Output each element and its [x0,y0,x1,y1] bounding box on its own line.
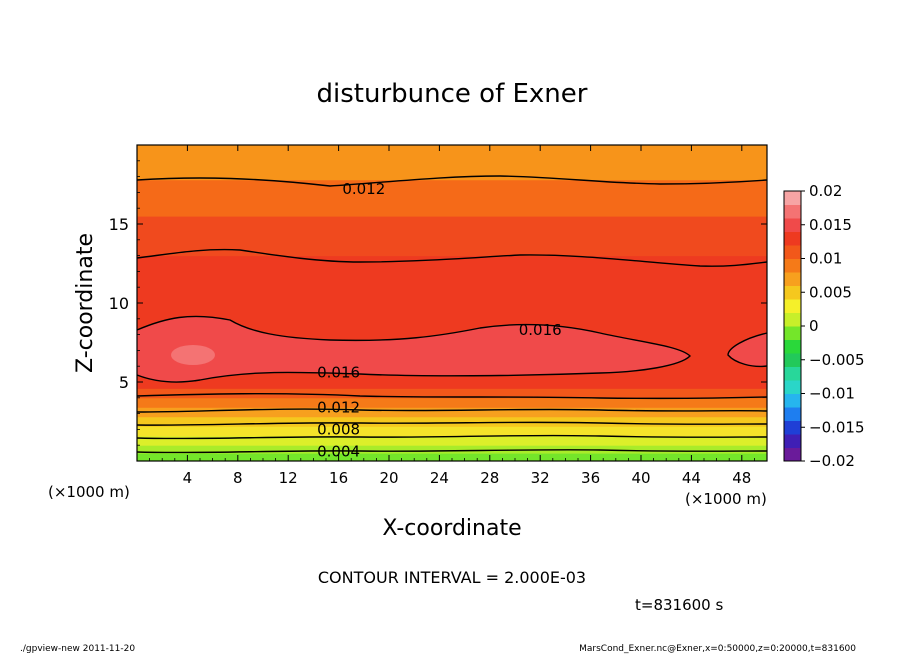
y-tick-label: 15 [109,215,129,234]
x-tick-label: 32 [531,469,550,487]
field-band [137,397,767,408]
x-tick-label: 28 [480,469,499,487]
x-tick-label: 12 [279,469,298,487]
contour-label: 0.012 [342,180,385,198]
field-band [137,179,767,217]
x-tick-label: 4 [183,469,193,487]
colorbar-swatch [784,326,801,340]
colorbar-tick-label: −0.005 [809,351,865,369]
colorbar-swatch [784,204,801,219]
contour-label: 0.004 [317,443,360,461]
colorbar-swatch [784,420,801,435]
core-region-high [137,316,690,383]
core-region-high-right [728,333,767,367]
colorbar-swatch [784,285,801,300]
y-axis-unit: (×1000 m) [48,483,130,501]
x-tick-label: 40 [631,469,650,487]
colorbar-swatch [784,366,801,381]
x-axis-label: X-coordinate [382,516,521,541]
colorbar-tick-label: 0.005 [809,283,852,301]
field-band [137,388,767,399]
footer-left: ./gpview-new 2011-11-20 [20,644,135,654]
colorbar-swatch [784,312,801,327]
colorbar-tick-label: −0.02 [809,452,855,470]
colorbar-swatch [784,258,801,273]
field-band [137,445,767,454]
contour-interval-note: CONTOUR INTERVAL = 2.000E-03 [318,568,586,587]
x-axis-unit: (×1000 m) [685,490,767,508]
contour-lines [137,175,767,454]
colorbar-swatch [784,339,801,354]
colorbar-swatch [784,191,801,205]
x-tick-label: 48 [732,469,751,487]
colorbar-swatch [784,299,801,313]
colorbar-swatch [784,272,801,286]
field-band [137,216,767,257]
y-tick-label: 10 [109,294,129,313]
contour-label: 0.016 [317,364,360,382]
contour-label: 0.008 [317,420,360,438]
x-tick-label: 36 [581,469,600,487]
contour-label: 0.012 [317,398,360,416]
colorbar-swatch [784,407,801,421]
contour-label: 0.016 [519,321,562,339]
time-stamp: t=831600 s [635,596,723,614]
filled-contour-field: 0.012 0.016 0.016 0.012 0.008 0.004 [137,145,767,461]
x-tick-label: 24 [430,469,449,487]
colorbar-tick-label: 0.02 [809,182,842,200]
field-band [137,407,767,418]
x-tick-label: 20 [379,469,398,487]
x-tick-label: 8 [233,469,243,487]
field-band [137,426,767,437]
colorbar-tick-label: 0.015 [809,216,852,234]
x-tick-label: 16 [329,469,348,487]
colorbar-tick-label: 0 [809,317,819,335]
field-band [137,416,767,427]
field-band [137,145,767,181]
y-tick-label: 5 [119,373,129,392]
chart-title: disturbunce of Exner [317,79,588,109]
colorbar-swatch [784,393,801,408]
y-axis-label: Z-coordinate [73,233,98,373]
field-band [137,453,767,461]
colorbar-swatch [784,447,801,462]
core-maximum [171,345,215,365]
footer-right: MarsCond_Exner.nc@Exner,x=0:50000,z=0:20… [579,644,856,654]
colorbar-swatch [784,434,801,448]
x-tick-label: 44 [682,469,701,487]
colorbar-swatch [784,245,801,259]
colorbar: 0.02 0.015 0.01 0.005 0 −0.005 −0.01 −0.015 −0.0… [783,182,865,470]
colorbar-tick-label: 0.01 [809,250,842,268]
colorbar-tick-label: −0.01 [809,385,855,403]
colorbar-swatch [784,218,801,232]
colorbar-swatch [784,380,801,394]
colorbar-swatch [784,353,801,367]
colorbar-tick-label: −0.015 [809,418,865,436]
field-band [137,435,767,446]
colorbar-swatch [784,231,801,246]
